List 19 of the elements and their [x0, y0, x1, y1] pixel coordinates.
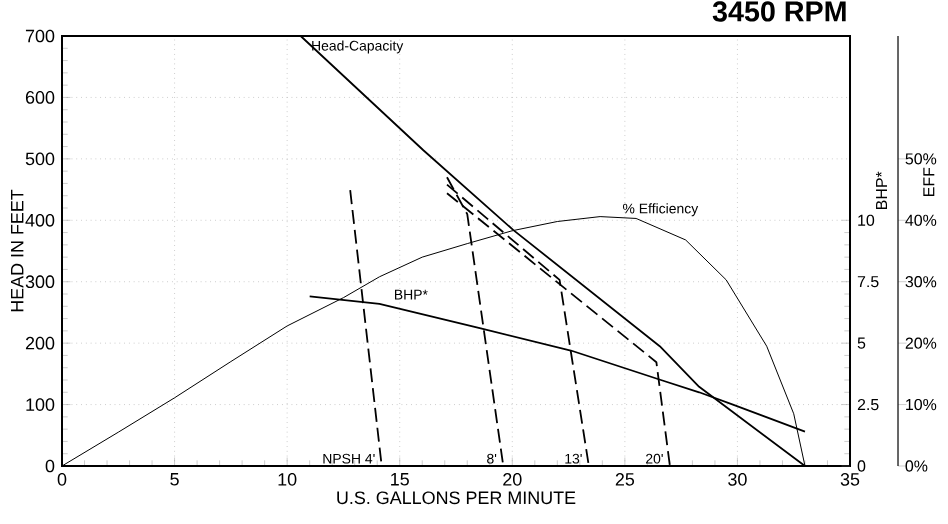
y-tick-label: 400 — [25, 213, 55, 227]
x-tick-label: 35 — [840, 473, 860, 486]
chart-title: 3450 RPM — [712, 1, 846, 22]
y-tick-label: 100 — [26, 398, 55, 411]
x-tick-label: 30 — [728, 473, 747, 486]
y-axis-title: HEAD IN FEET — [11, 189, 24, 312]
x-tick-label: 25 — [615, 473, 635, 486]
y-tick-label: 200 — [25, 336, 55, 350]
x-tick-label: 20 — [503, 473, 522, 486]
y-tick-label: 600 — [25, 91, 55, 104]
x-tick-label: 15 — [391, 473, 409, 486]
y-tick-label: 500 — [25, 152, 55, 166]
x-tick-label: 0 — [57, 473, 67, 486]
y-tick-label: 0 — [45, 459, 55, 473]
y-tick-label: 700 — [25, 29, 55, 43]
x-axis-title: U.S. GALLONS PER MINUTE — [337, 491, 576, 505]
x-tick-label: 10 — [278, 473, 297, 486]
x-tick-label: 5 — [170, 473, 179, 486]
y-tick-label: 300 — [25, 275, 55, 289]
